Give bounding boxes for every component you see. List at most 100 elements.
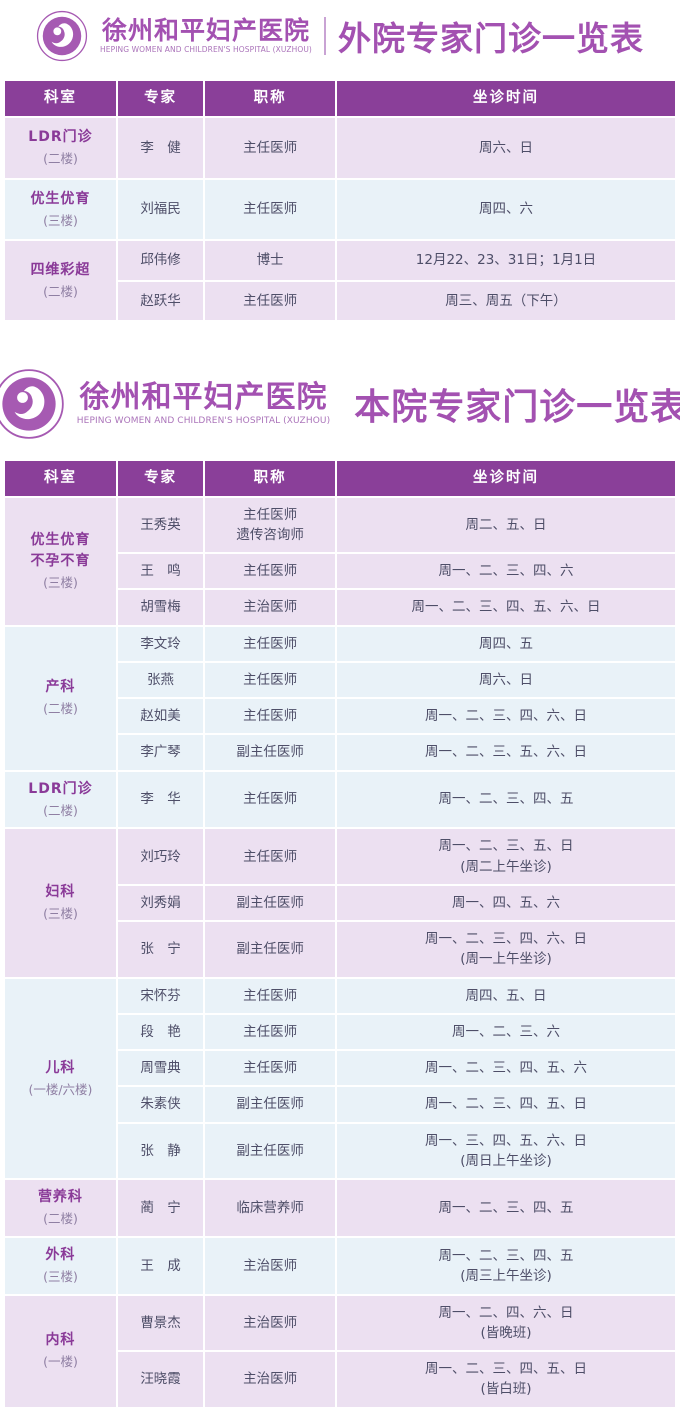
- job-title-cell: 主治医师: [203, 588, 337, 627]
- expert-name-cell: 赵如美: [115, 697, 206, 736]
- department-cell: 内科 (一楼): [3, 1293, 118, 1409]
- job-title-cell: 主任医师: [203, 279, 337, 322]
- schedule-time-cell: 周一、二、四、六、日 (皆晚班): [334, 1293, 678, 1353]
- expert-name-cell: 蔺 宁: [115, 1178, 206, 1238]
- schedule-row: 赵如美 主任医师 周一、二、三、四、六、日: [4, 697, 678, 736]
- hospital-name-en: HEPING WOMEN AND CHILDREN'S HOSPITAL (XU…: [100, 45, 312, 55]
- job-title-cell: 主任医师: [203, 976, 337, 1015]
- department-cell: 优生优育 (三楼): [3, 177, 118, 242]
- schedule-row: 内科 (一楼) 曹景杰 主治医师 周一、二、四、六、日 (皆晚班): [3, 1293, 678, 1409]
- expert-name-cell: 李文玲: [115, 624, 206, 663]
- job-title-cell: 主任医师: [203, 769, 337, 830]
- schedule-time-cell: 周一、二、三、四、六、日: [334, 697, 678, 736]
- expert-name-cell: 朱素侠: [115, 1085, 206, 1124]
- hospital-name-block: 徐州和平妇产医院 HEPING WOMEN AND CHILDREN'S HOS…: [77, 381, 330, 426]
- schedule-time-cell: 周四、五: [334, 624, 678, 663]
- floor-label: (二楼): [43, 701, 78, 717]
- job-title-cell: 副主任医师: [203, 733, 337, 772]
- hospital-name-block: 徐州和平妇产医院 HEPING WOMEN AND CHILDREN'S HOS…: [100, 17, 312, 54]
- hospital-name: 徐州和平妇产医院: [101, 16, 310, 46]
- column-header: 坐诊时间: [334, 79, 678, 118]
- schedule-time-cell: 周二、五、日: [334, 495, 678, 555]
- schedule-time-cell: 周四、五、日: [334, 976, 678, 1015]
- external-experts-table: 科室 专家 职称 坐诊时间 LDR门诊 (二楼) 李 健主任医师 周六、日 优生优育 (三楼) 刘福…: [3, 79, 678, 322]
- job-title-cell: 主治医师: [203, 1350, 337, 1409]
- schedule-time-cell: 周一、二、三、四、五、日 (皆白班): [334, 1350, 678, 1409]
- job-title-cell: 临床营养师: [203, 1178, 337, 1238]
- expert-name-cell: 周雪典: [115, 1049, 206, 1088]
- page-title-external: 外院专家门诊一览表: [337, 19, 644, 58]
- department-cell: 优生优育 不孕不育 (三楼): [3, 495, 118, 627]
- schedule-row: 胡雪梅 主治医师 周一、二、三、四、五、六、日: [4, 588, 678, 627]
- job-title-cell: 主任医师: [203, 1012, 337, 1052]
- header-internal: 徐州和平妇产医院 HEPING WOMEN AND CHILDREN'S HOS…: [0, 362, 680, 446]
- schedule-row: 优生优育 不孕不育 (三楼) 王秀英 主任医师 遗传咨询师 周二、五、日: [3, 495, 678, 627]
- expert-name-cell: 王 成: [115, 1235, 206, 1296]
- expert-name-cell: 刘巧玲: [115, 827, 206, 886]
- expert-name-cell: 汪晓霞: [115, 1350, 206, 1409]
- schedule-time-cell: 周六、日: [334, 660, 678, 700]
- title-divider: [323, 17, 326, 55]
- department-cell: LDR门诊 (二楼): [3, 769, 118, 830]
- floor-label: (三楼): [43, 212, 78, 228]
- hospital-logo-icon: [36, 10, 88, 62]
- expert-name-cell: 邱伟修: [115, 239, 206, 282]
- expert-name-cell: 李 华: [115, 769, 206, 830]
- schedule-time-cell: 周一、二、三、五、六、日: [334, 733, 678, 772]
- job-title-cell: 副主任医师: [203, 1085, 337, 1124]
- job-title-cell: 主任医师: [203, 660, 337, 700]
- expert-name-cell: 刘秀娟: [115, 883, 206, 923]
- job-title-cell: 主治医师: [203, 1235, 337, 1296]
- job-title-cell: 副主任医师: [203, 1121, 337, 1181]
- expert-name-cell: 段 艳: [115, 1012, 206, 1052]
- department-cell: 四维彩超 (二楼): [3, 239, 118, 322]
- schedule-time-cell: 周四、六: [334, 177, 678, 242]
- schedule-row: LDR门诊 (二楼) 李 华主任医师 周一、二、三、四、五: [3, 769, 678, 830]
- schedule-time-cell: 周一、二、三、四、六、日 (周一上午坐诊): [334, 920, 678, 979]
- job-title-cell: 主任医师: [203, 1049, 337, 1088]
- expert-name-cell: 曹景杰: [115, 1293, 206, 1353]
- floor-label: (三楼): [43, 906, 78, 922]
- table-header-row: 科室 专家 职称 坐诊时间: [3, 458, 678, 498]
- floor-label: (三楼): [43, 1268, 78, 1284]
- expert-name-cell: 宋怀芬: [115, 976, 206, 1015]
- schedule-row: 外科 (三楼) 王 成主治医师 周一、二、三、四、五 (周三上午坐诊): [3, 1235, 678, 1296]
- job-title-cell: 副主任医师: [203, 920, 337, 979]
- schedule-time-cell: 周三、周五（下午）: [334, 279, 678, 322]
- column-header: 专家: [115, 458, 206, 498]
- expert-name-cell: 李 健: [115, 115, 206, 180]
- floor-label: (一楼/六楼): [28, 1081, 93, 1097]
- schedule-row: 赵跃华 主任医师 周三、周五（下午）: [4, 279, 678, 322]
- job-title-cell: 主任医师: [203, 177, 337, 242]
- internal-experts-table: 科室 专家 职称 坐诊时间 优生优育 不孕不育 (三楼) 王秀英 主任医师 遗传咨询师 周二、五、日…: [3, 458, 678, 1409]
- floor-label: (三楼): [43, 574, 78, 590]
- schedule-time-cell: 周一、二、三、四、五: [334, 769, 678, 830]
- expert-name-cell: 王秀英: [115, 495, 206, 555]
- schedule-row: 四维彩超 (二楼) 邱伟修 博士 12月22、23、31日；1月1日: [3, 239, 678, 322]
- department-cell: 妇科 (三楼): [3, 827, 118, 979]
- schedule-row: 儿科 (一楼/六楼) 宋怀芬 主任医师 周四、五、日: [3, 976, 678, 1181]
- floor-label: (二楼): [43, 802, 78, 818]
- department-cell: LDR门诊 (二楼): [3, 115, 118, 180]
- job-title-cell: 主任医师: [203, 697, 337, 736]
- schedule-time-cell: 周一、二、三、五、日 (周二上午坐诊): [334, 827, 678, 886]
- expert-name-cell: 胡雪梅: [115, 588, 206, 627]
- job-title-cell: 主治医师: [203, 1293, 337, 1353]
- expert-name-cell: 王 鸣: [115, 552, 206, 591]
- department-cell: 产科 (二楼): [3, 624, 118, 772]
- column-header: 职称: [203, 79, 337, 118]
- floor-label: (一楼): [43, 1354, 78, 1370]
- schedule-time-cell: 周一、二、三、四、五、日: [334, 1085, 678, 1124]
- column-header: 科室: [3, 79, 118, 118]
- expert-name-cell: 李广琴: [115, 733, 206, 772]
- department-cell: 外科 (三楼): [3, 1235, 118, 1296]
- schedule-row: 产科 (二楼) 李文玲 主任医师 周四、五: [3, 624, 678, 772]
- schedule-time-cell: 周一、二、三、四、六: [334, 552, 678, 591]
- job-title-cell: 博士: [203, 239, 337, 282]
- column-header: 专家: [115, 79, 206, 118]
- job-title-cell: 副主任医师: [203, 883, 337, 923]
- floor-label: (二楼): [43, 1211, 78, 1227]
- schedule-time-cell: 周一、三、四、五、六、日 (周日上午坐诊): [334, 1121, 678, 1181]
- hospital-name-en: HEPING WOMEN AND CHILDREN'S HOSPITAL (XU…: [76, 415, 331, 426]
- job-title-cell: 主任医师: [203, 827, 337, 886]
